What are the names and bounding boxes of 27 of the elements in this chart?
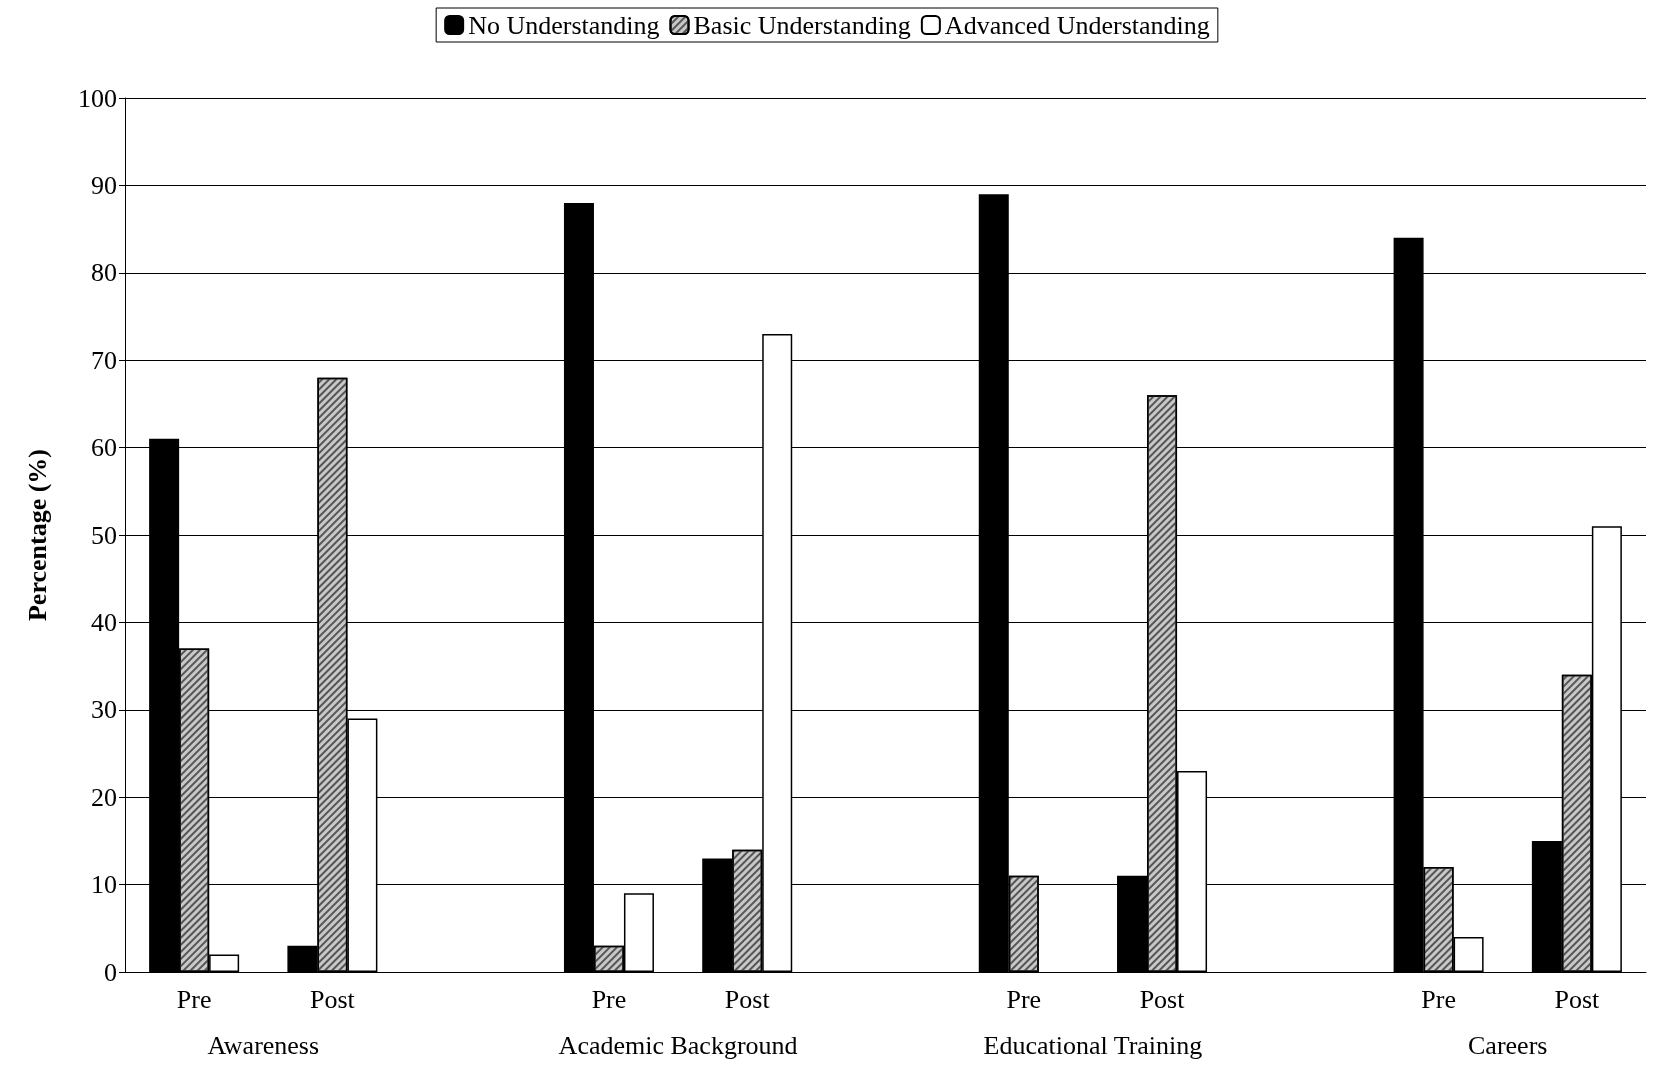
legend-label: Basic Understanding bbox=[693, 10, 911, 40]
y-axis-title: Percentage (%) bbox=[22, 448, 52, 622]
x-tick-label: Post bbox=[724, 984, 771, 1014]
y-tick-label: 60 bbox=[91, 433, 117, 463]
text: Educational Training bbox=[983, 1030, 1203, 1060]
x-tick-label: Pre bbox=[1421, 984, 1456, 1014]
y-tick-label: 30 bbox=[91, 695, 117, 725]
y-tick-label: 0 bbox=[104, 957, 117, 987]
y-tick-label: 40 bbox=[91, 607, 117, 637]
x-tick-label: Pre bbox=[591, 984, 627, 1014]
x-tick-label: Pre bbox=[1006, 984, 1042, 1014]
y-tick-label: 50 bbox=[91, 520, 117, 550]
y-tick-label: 100 bbox=[78, 83, 117, 113]
x-tick-label: Post bbox=[1554, 984, 1601, 1014]
y-tick-label: 70 bbox=[91, 345, 117, 375]
text: Careers bbox=[1468, 1030, 1548, 1060]
text: Awareness bbox=[207, 1030, 320, 1060]
y-tick-label: 10 bbox=[91, 870, 117, 900]
y-tick-label: 20 bbox=[91, 782, 117, 812]
y-tick-label: 80 bbox=[91, 258, 117, 288]
y-tick-label: 90 bbox=[91, 170, 117, 200]
legend-label: No Understanding bbox=[468, 10, 660, 40]
text: Academic Background bbox=[558, 1030, 798, 1060]
x-tick-label: Post bbox=[1139, 984, 1186, 1014]
x-tick-label: Pre bbox=[176, 984, 212, 1014]
x-tick-label: Post bbox=[310, 984, 356, 1014]
legend-label: Advanced Understanding bbox=[944, 10, 1210, 40]
